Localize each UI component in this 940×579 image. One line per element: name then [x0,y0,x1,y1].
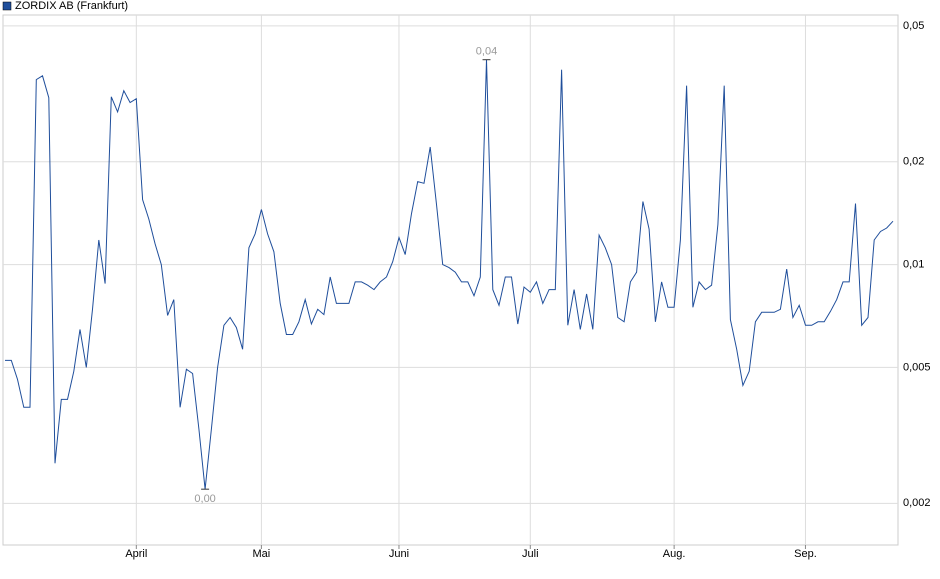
y-tick-label: 0,002 [903,497,931,509]
y-tick-label: 0,005 [903,361,931,373]
y-tick-label: 0,01 [903,258,924,270]
x-tick-label: Mai [253,548,271,560]
x-tick-label: Sep. [794,548,817,560]
y-tick-label: 0,05 [903,20,924,32]
x-tick-label: Aug. [663,548,686,560]
legend-label: ZORDIX AB (Frankfurt) [15,0,128,12]
x-tick-label: Juli [522,548,539,560]
price-line [5,59,894,490]
low-label: 0,00 [194,493,215,505]
y-tick-label: 0,02 [903,156,924,168]
x-tick-label: April [125,548,147,560]
high-label: 0,04 [476,46,497,58]
plot-frame [2,14,899,546]
legend-swatch [2,1,12,11]
x-tick-label: Juni [389,548,409,560]
